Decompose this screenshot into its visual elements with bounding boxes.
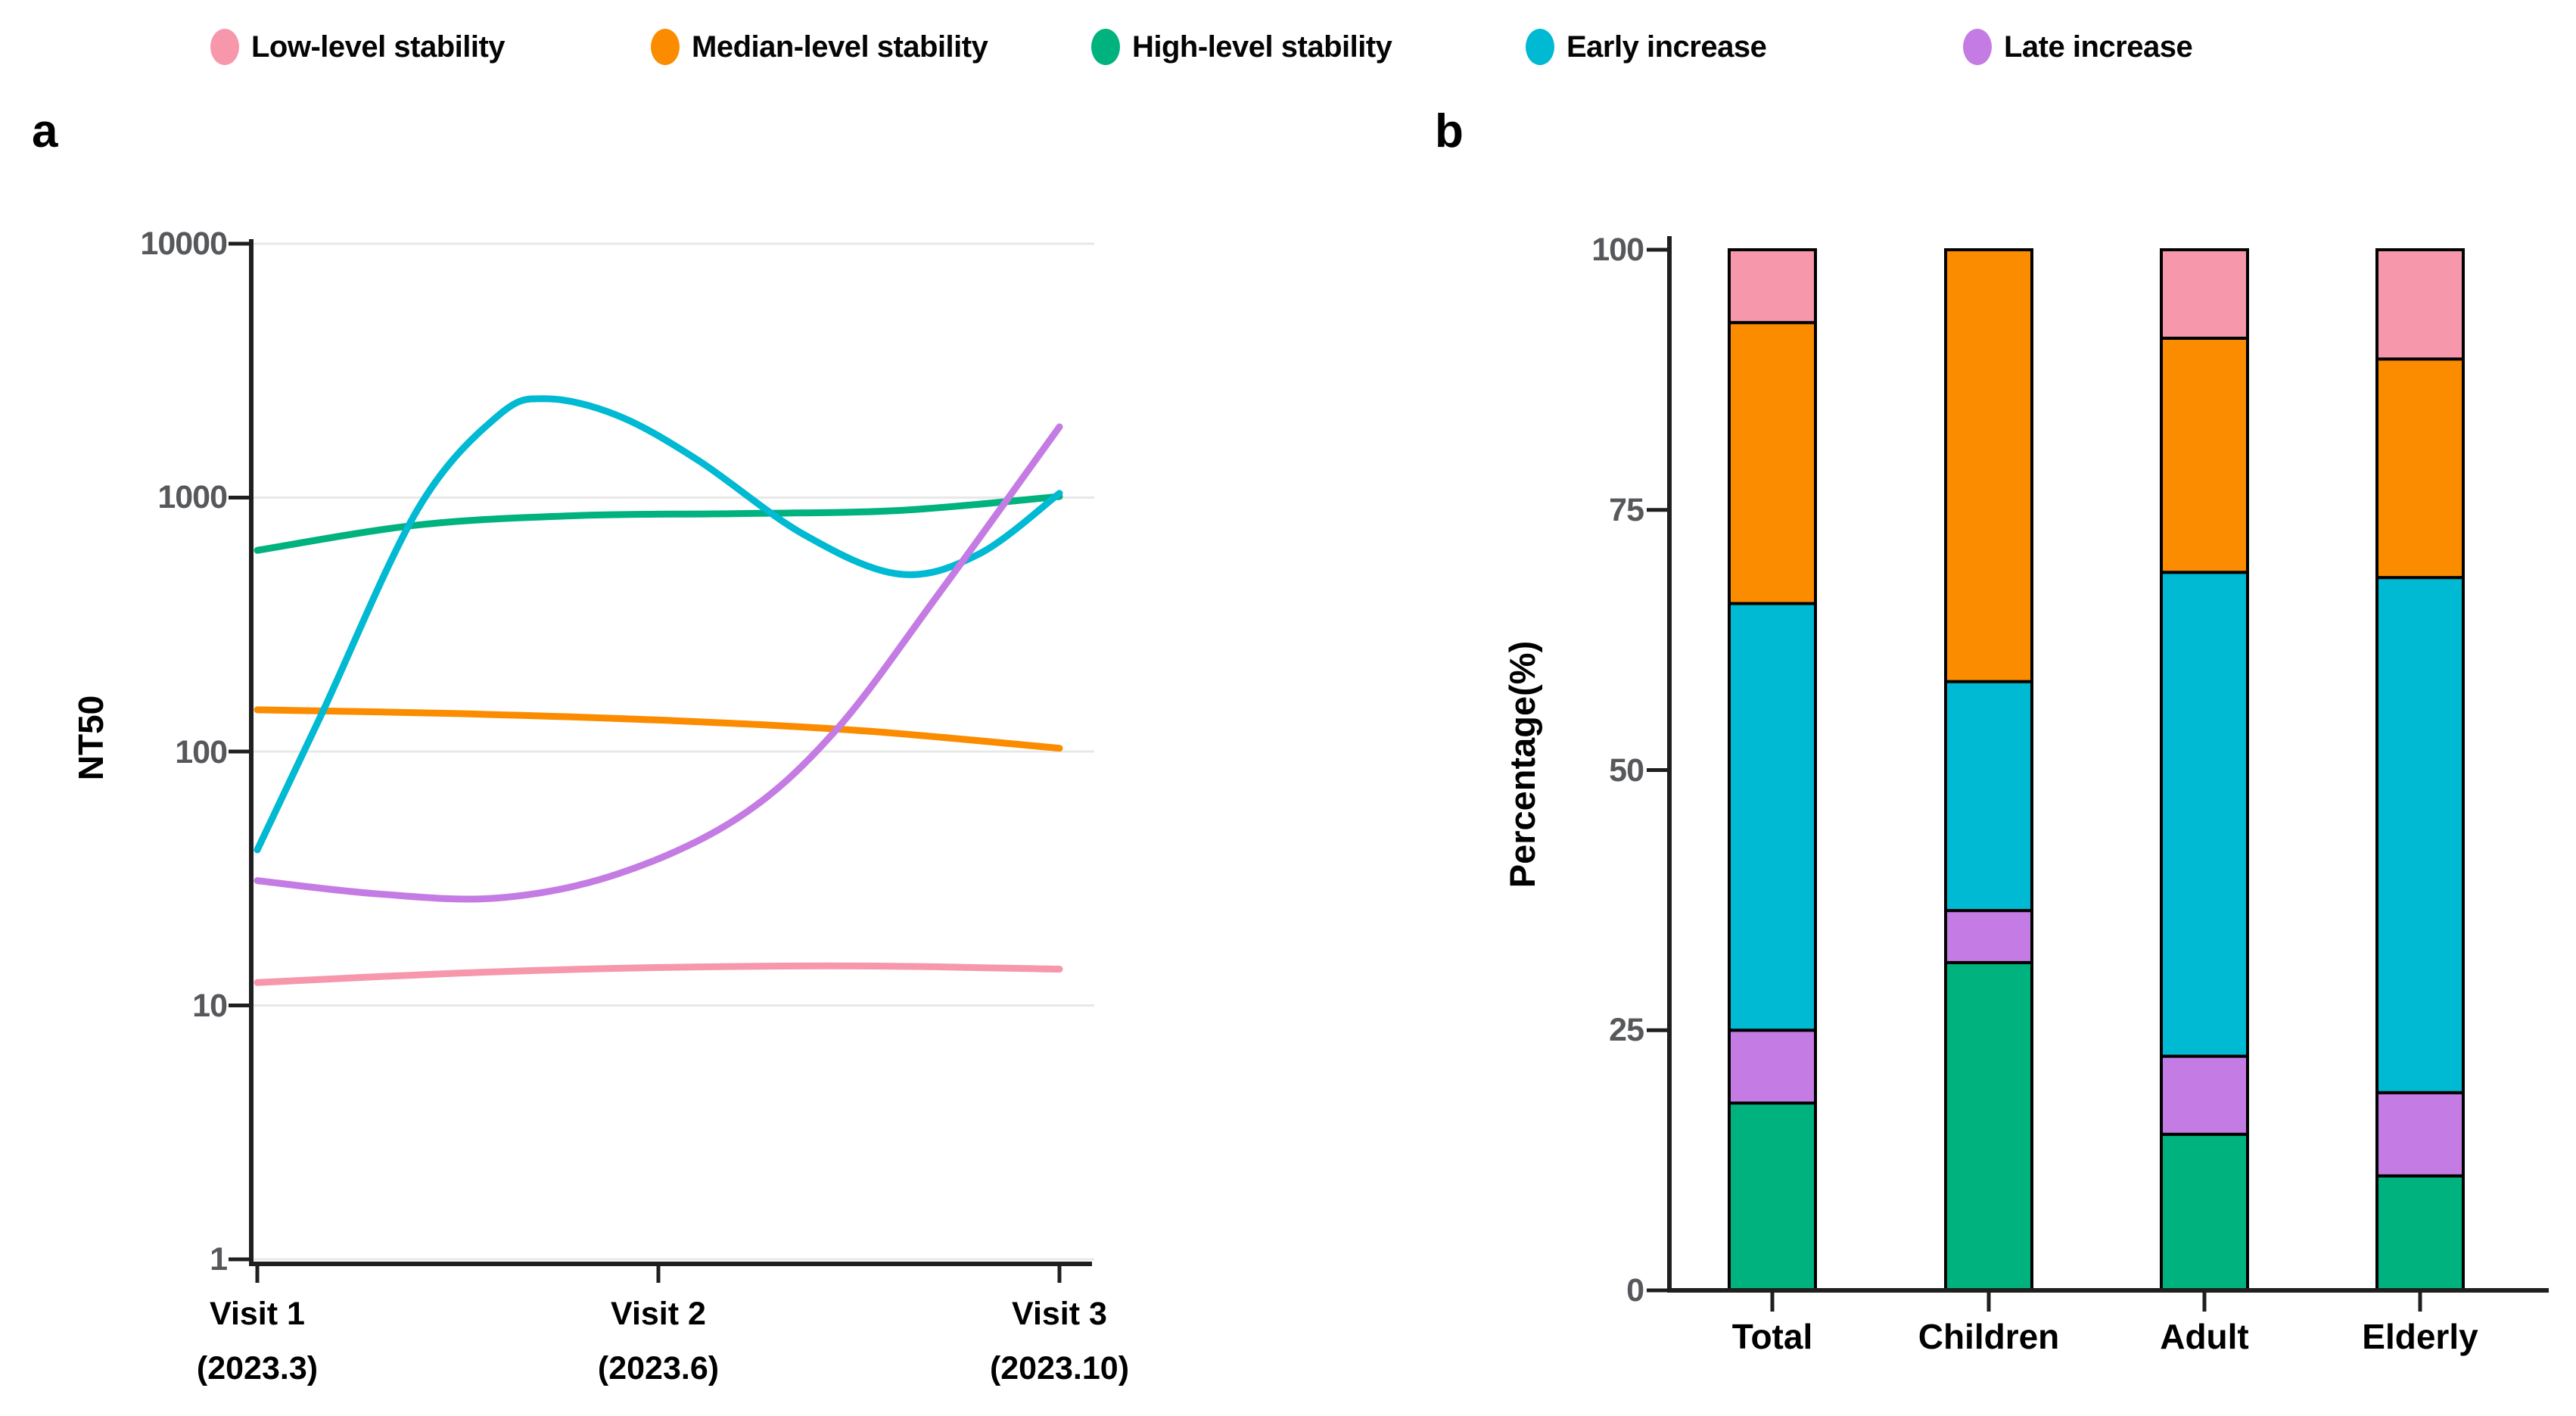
bar-segment-adult-late-increase <box>2160 1054 2249 1136</box>
bar-segment-children-late-increase <box>1944 909 2033 964</box>
panel-b-ytick-25: 25 <box>1609 1012 1644 1048</box>
panel-b-category-adult: Adult <box>2160 1317 2249 1356</box>
bar-segment-children-early-increase <box>1944 680 2033 913</box>
panel-a-series-lines <box>254 395 1063 986</box>
line-late-increase <box>254 423 1063 903</box>
panel-b-ytick-75: 75 <box>1609 492 1644 528</box>
panel-b-ytick-0: 0 <box>1626 1272 1644 1309</box>
panel-a-xtick-visit1-name: Visit 1 <box>210 1296 305 1332</box>
bar-segment-total-late-increase <box>1728 1029 1817 1105</box>
bar-segment-elderly-low-level-stability <box>2375 248 2465 361</box>
late-increase-dot-icon <box>1963 29 1992 65</box>
panel-a-letter: a <box>32 105 58 157</box>
bar-segment-children-high-level-stability <box>1944 960 2033 1292</box>
legend-label-early-increase: Early increase <box>1566 30 1767 64</box>
bar-segment-elderly-median-level-stability <box>2375 357 2465 580</box>
panel-a-xtick-visit3-date: (2023.10) <box>989 1350 1130 1386</box>
line-early-increase <box>254 395 1063 854</box>
panel-a-xtick-visit1-date: (2023.3) <box>196 1350 319 1386</box>
panel-a-ytick-100: 100 <box>175 734 228 770</box>
panel-b-bars <box>1728 248 2465 1292</box>
legend-label-late-increase: Late increase <box>2004 30 2193 64</box>
panel-b-axes <box>1647 236 2549 1312</box>
panel-a-ytick-10: 10 <box>192 988 228 1024</box>
legend-item-high-level-stability: High-level stability <box>1091 27 1392 67</box>
bar-segment-children-median-level-stability <box>1944 248 2033 683</box>
stacked-bar-children <box>1944 248 2033 1292</box>
bar-segment-total-high-level-stability <box>1728 1101 1817 1292</box>
low-level-stability-dot-icon <box>210 29 239 65</box>
line-low-level-stability <box>254 962 1063 986</box>
panel-a-y-axis-title: NT50 <box>71 695 110 781</box>
bar-segment-elderly-early-increase <box>2375 576 2465 1094</box>
panel-b-letter: b <box>1435 105 1464 157</box>
panel-a-xtick-visit3-name: Visit 3 <box>1012 1296 1107 1332</box>
legend-item-low-level-stability: Low-level stability <box>210 27 506 67</box>
panel-a-axes <box>229 239 1092 1283</box>
bar-segment-adult-high-level-stability <box>2160 1132 2249 1292</box>
bar-segment-total-early-increase <box>1728 602 1817 1032</box>
panel-b-y-axis-title: Percentage(%) <box>1502 640 1542 889</box>
bar-segment-total-low-level-stability <box>1728 248 1817 325</box>
stacked-bar-elderly <box>2375 248 2465 1292</box>
panel-b-category-total: Total <box>1731 1317 1813 1356</box>
bar-segment-adult-early-increase <box>2160 571 2249 1058</box>
panel-a-ytick-1: 1 <box>210 1241 228 1278</box>
panel-a-gridlines <box>250 242 1094 1261</box>
legend-item-median-level-stability: Median-level stability <box>651 27 988 67</box>
bar-segment-adult-low-level-stability <box>2160 248 2249 340</box>
panel-a-ytick-10000: 10000 <box>140 226 228 262</box>
panel-b-category-children: Children <box>1918 1317 2060 1356</box>
high-level-stability-dot-icon <box>1091 29 1120 65</box>
panel-b-ytick-50: 50 <box>1609 752 1644 789</box>
median-level-stability-dot-icon <box>651 29 680 65</box>
bar-segment-total-median-level-stability <box>1728 321 1817 605</box>
legend-item-early-increase: Early increase <box>1526 27 1767 67</box>
bar-segment-elderly-high-level-stability <box>2375 1174 2465 1292</box>
stacked-bar-adult <box>2160 248 2249 1292</box>
bar-segment-elderly-late-increase <box>2375 1091 2465 1178</box>
panel-b-category-elderly: Elderly <box>2362 1317 2478 1356</box>
bar-segment-adult-median-level-stability <box>2160 336 2249 574</box>
legend-item-late-increase: Late increase <box>1963 27 2193 67</box>
panel-a-ytick-1000: 1000 <box>157 479 228 515</box>
panel-b-ytick-100: 100 <box>1591 232 1644 268</box>
panel-a-xtick-visit2-date: (2023.6) <box>597 1350 720 1386</box>
legend-label-high-level-stability: High-level stability <box>1132 30 1392 64</box>
line-median-level-stability <box>254 706 1063 752</box>
early-increase-dot-icon <box>1526 29 1554 65</box>
stacked-bar-total <box>1728 248 1817 1292</box>
legend-label-median-level-stability: Median-level stability <box>692 30 988 64</box>
line-high-level-stability <box>254 493 1063 554</box>
panel-a-xtick-visit2-name: Visit 2 <box>611 1296 706 1332</box>
legend-label-low-level-stability: Low-level stability <box>251 30 506 64</box>
